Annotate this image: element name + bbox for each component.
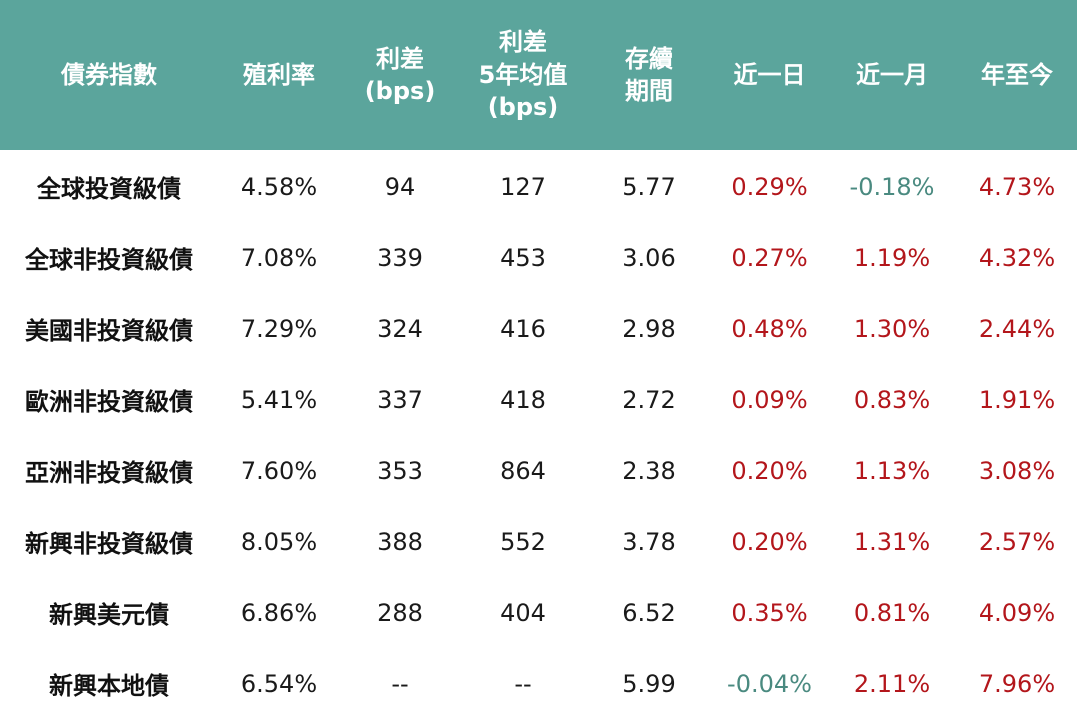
- return-1m-cell: 2.11%: [853, 669, 931, 698]
- table-body: 全球投資級債 4.58% 94 127 5.77 0.29% -0.18% 4.73% 全球非投…: [0, 150, 1077, 719]
- return-1m-cell: 1.30%: [853, 314, 931, 343]
- header-duration: 存續 期間: [625, 44, 673, 105]
- return-ytd-cell: 7.96%: [978, 669, 1056, 698]
- return-1m-cell: 1.31%: [853, 527, 931, 556]
- return-1m-cell: 0.83%: [853, 385, 931, 414]
- yield-cell: 7.08%: [240, 243, 318, 272]
- duration-cell: 2.98: [622, 314, 676, 343]
- yield-cell: 8.05%: [240, 527, 318, 556]
- table-row: 新興本地債 6.54% -- -- 5.99 -0.04% 2.11% 7.96%: [0, 648, 1077, 719]
- spread-avg-cell: 453: [500, 243, 546, 272]
- return-1m-cell: 1.19%: [853, 243, 931, 272]
- duration-cell: 5.77: [622, 172, 676, 201]
- return-1d-cell: 0.35%: [731, 598, 808, 627]
- yield-cell: 4.58%: [240, 172, 318, 201]
- duration-cell: 2.38: [622, 456, 676, 485]
- spread-avg-cell: --: [514, 669, 532, 698]
- spread-cell: 288: [377, 598, 423, 627]
- return-ytd-cell: 4.32%: [978, 243, 1056, 272]
- return-ytd-cell: 4.09%: [978, 598, 1056, 627]
- return-1d-cell: 0.48%: [731, 314, 808, 343]
- return-1m-cell: 0.81%: [853, 598, 931, 627]
- table-row: 亞洲非投資級債 7.60% 353 864 2.38 0.20% 1.13% 3.08%: [0, 435, 1077, 506]
- bond-name-cell: 新興本地債: [49, 672, 169, 700]
- yield-cell: 7.29%: [240, 314, 318, 343]
- yield-cell: 6.54%: [240, 669, 318, 698]
- duration-cell: 3.78: [622, 527, 676, 556]
- return-1d-cell: 0.20%: [731, 456, 808, 485]
- spread-cell: 324: [377, 314, 423, 343]
- table-row: 新興美元債 6.86% 288 404 6.52 0.35% 0.81% 4.09%: [0, 577, 1077, 648]
- spread-avg-cell: 418: [500, 385, 546, 414]
- return-ytd-cell: 2.57%: [978, 527, 1056, 556]
- header-yield: 殖利率: [243, 60, 315, 89]
- header-1d-return: 近一日: [733, 60, 806, 89]
- duration-cell: 5.99: [622, 669, 676, 698]
- header-spread-5y-avg: 利差 5年均值 (bps): [478, 28, 568, 122]
- return-ytd-cell: 2.44%: [978, 314, 1056, 343]
- spread-cell: 388: [377, 527, 423, 556]
- spread-avg-cell: 127: [500, 172, 546, 201]
- return-1d-cell: 0.20%: [731, 527, 808, 556]
- yield-cell: 7.60%: [240, 456, 318, 485]
- bond-name-cell: 歐洲非投資級債: [25, 388, 193, 416]
- spread-avg-cell: 416: [500, 314, 546, 343]
- spread-avg-cell: 864: [500, 456, 546, 485]
- yield-cell: 5.41%: [240, 385, 318, 414]
- spread-cell: 94: [384, 172, 416, 201]
- duration-cell: 3.06: [622, 243, 676, 272]
- header-1m-return: 近一月: [856, 60, 928, 89]
- spread-cell: 339: [377, 243, 423, 272]
- bond-name-cell: 全球非投資級債: [25, 246, 193, 274]
- table-row: 全球投資級債 4.58% 94 127 5.77 0.29% -0.18% 4.73%: [0, 151, 1077, 222]
- return-1d-cell: -0.04%: [727, 669, 812, 698]
- table-row: 美國非投資級債 7.29% 324 416 2.98 0.48% 1.30% 2.44%: [0, 293, 1077, 364]
- header-ytd-return: 年至今: [981, 60, 1053, 89]
- spread-avg-cell: 552: [500, 527, 546, 556]
- return-1m-cell: 1.13%: [853, 456, 931, 485]
- return-1m-cell: -0.18%: [849, 172, 935, 201]
- return-ytd-cell: 4.73%: [978, 172, 1056, 201]
- bond-name-cell: 新興非投資級債: [25, 530, 193, 558]
- duration-cell: 6.52: [622, 598, 676, 627]
- table-row: 新興非投資級債 8.05% 388 552 3.78 0.20% 1.31% 2.57%: [0, 506, 1077, 577]
- yield-cell: 6.86%: [240, 598, 318, 627]
- spread-cell: 353: [377, 456, 423, 485]
- return-1d-cell: 0.27%: [731, 243, 808, 272]
- spread-avg-cell: 404: [500, 598, 546, 627]
- spread-cell: --: [391, 669, 409, 698]
- bond-name-cell: 全球投資級債: [37, 175, 181, 203]
- table-row: 歐洲非投資級債 5.41% 337 418 2.72 0.09% 0.83% 1.91%: [0, 364, 1077, 435]
- bond-name-cell: 亞洲非投資級債: [25, 459, 193, 487]
- return-ytd-cell: 3.08%: [978, 456, 1056, 485]
- table-header: 債券指數 殖利率 利差 (bps) 利差 5年均值 (bps) 存續 期間 近一…: [0, 0, 1077, 150]
- return-1d-cell: 0.29%: [731, 172, 808, 201]
- header-spread: 利差 (bps): [364, 44, 436, 105]
- bond-name-cell: 美國非投資級債: [25, 317, 193, 345]
- header-bond-index: 債券指數: [61, 60, 157, 89]
- return-ytd-cell: 1.91%: [978, 385, 1056, 414]
- bond-name-cell: 新興美元債: [49, 601, 169, 629]
- duration-cell: 2.72: [622, 385, 676, 414]
- table-row: 全球非投資級債 7.08% 339 453 3.06 0.27% 1.19% 4.32%: [0, 222, 1077, 293]
- return-1d-cell: 0.09%: [731, 385, 808, 414]
- spread-cell: 337: [377, 385, 423, 414]
